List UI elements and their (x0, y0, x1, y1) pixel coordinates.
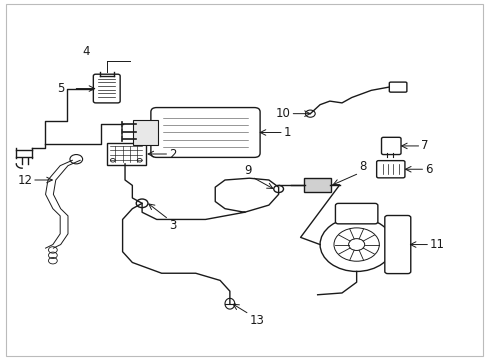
FancyBboxPatch shape (376, 161, 404, 178)
FancyBboxPatch shape (335, 203, 377, 224)
FancyBboxPatch shape (384, 216, 410, 274)
Text: 9: 9 (244, 164, 251, 177)
Text: 10: 10 (275, 107, 290, 120)
FancyBboxPatch shape (133, 120, 158, 145)
Text: 11: 11 (429, 238, 444, 251)
Text: 2: 2 (168, 148, 176, 161)
Text: 1: 1 (283, 126, 290, 139)
Text: 6: 6 (424, 163, 431, 176)
FancyBboxPatch shape (106, 143, 146, 165)
Text: 4: 4 (82, 45, 90, 58)
Text: 8: 8 (358, 160, 366, 173)
FancyBboxPatch shape (381, 137, 400, 154)
FancyBboxPatch shape (304, 178, 330, 192)
Text: 3: 3 (168, 220, 176, 233)
FancyBboxPatch shape (93, 74, 120, 103)
Text: 13: 13 (249, 314, 264, 327)
Text: 5: 5 (57, 82, 64, 95)
FancyBboxPatch shape (388, 82, 406, 92)
Text: 12: 12 (18, 174, 32, 186)
FancyBboxPatch shape (151, 108, 260, 157)
Text: 7: 7 (420, 139, 427, 152)
